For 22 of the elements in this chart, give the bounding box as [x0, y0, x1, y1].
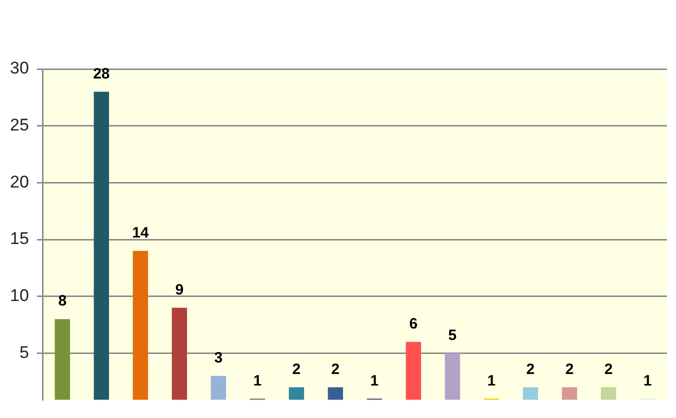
data-label: 1: [253, 372, 262, 390]
data-label: 14: [132, 224, 150, 242]
data-label: 1: [487, 372, 496, 390]
y-tick-label: 15: [10, 229, 29, 248]
data-label: 28: [93, 65, 110, 82]
y-tick-label: 25: [10, 116, 29, 135]
data-label: 2: [565, 360, 574, 378]
data-label: 3: [214, 350, 223, 367]
data-label: 1: [643, 372, 652, 390]
y-tick-label: 30: [10, 58, 29, 78]
data-label: 6: [409, 315, 418, 332]
y-tick-label: 5: [19, 342, 29, 362]
data-label: 8: [58, 292, 67, 310]
data-label: 2: [526, 360, 535, 378]
data-label: 2: [604, 360, 613, 378]
data-label: 2: [292, 360, 301, 378]
data-label: 1: [370, 372, 379, 390]
y-tick-label: 10: [10, 286, 29, 306]
y-tick-label: 20: [10, 172, 29, 192]
data-label: 9: [175, 281, 184, 298]
data-label: 5: [448, 326, 457, 344]
data-label: 2: [331, 360, 340, 378]
